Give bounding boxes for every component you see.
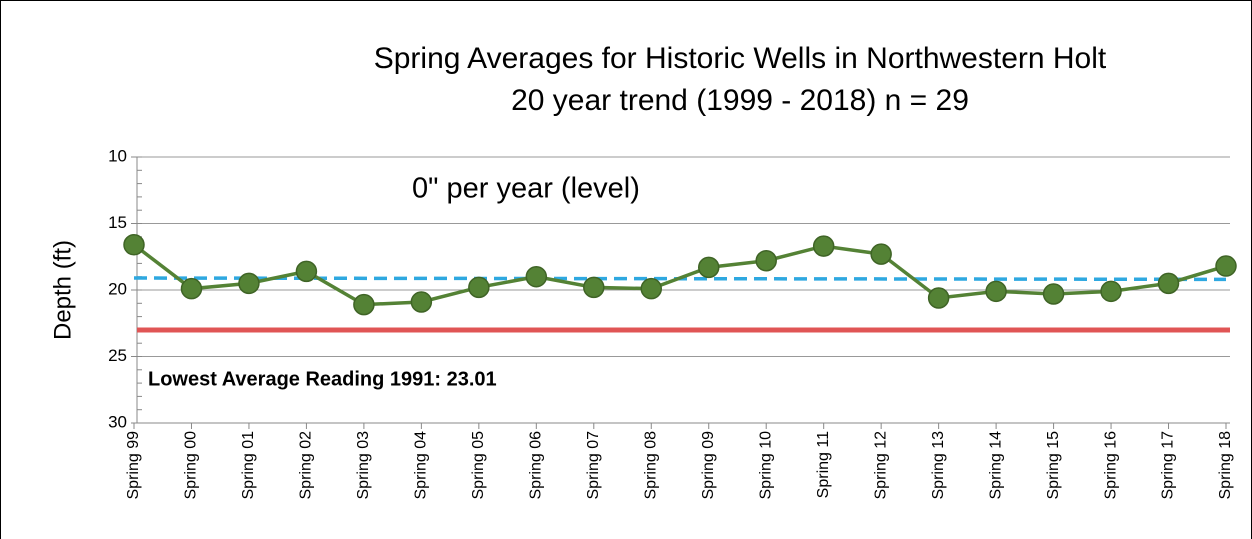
data-point bbox=[1042, 283, 1065, 305]
reference-annotation: Lowest Average Reading 1991: 23.01 bbox=[148, 368, 497, 390]
x-tick-label: Spring 15 bbox=[1045, 431, 1062, 500]
data-point bbox=[1157, 272, 1180, 295]
y-tick-label: 25 bbox=[108, 346, 127, 365]
y-axis-label: Depth (ft) bbox=[49, 240, 76, 340]
x-tick-label: Spring 18 bbox=[1217, 431, 1234, 500]
data-point bbox=[1215, 255, 1237, 277]
data-point bbox=[410, 291, 433, 313]
data-point bbox=[927, 287, 950, 309]
trend-annotation: 0" per year (level) bbox=[412, 173, 640, 205]
x-tick-label: Spring 13 bbox=[930, 431, 947, 500]
data-point bbox=[583, 276, 605, 299]
data-point bbox=[295, 260, 318, 283]
data-point bbox=[640, 277, 663, 300]
data-point bbox=[755, 249, 777, 272]
x-tick-label: Spring 99 bbox=[125, 431, 142, 500]
x-tick-label: Spring 11 bbox=[815, 431, 832, 498]
data-point bbox=[180, 277, 203, 300]
x-tick-label: Spring 17 bbox=[1160, 431, 1177, 500]
data-point bbox=[870, 243, 892, 265]
y-tick-label: 30 bbox=[108, 412, 127, 431]
x-tick-label: Spring 08 bbox=[642, 431, 659, 500]
x-tick-label: Spring 09 bbox=[700, 431, 717, 500]
data-point bbox=[697, 256, 720, 279]
data-point bbox=[353, 293, 375, 316]
x-tick-label: Spring 10 bbox=[757, 431, 774, 500]
data-point bbox=[985, 280, 1007, 303]
data-point bbox=[1100, 280, 1122, 303]
x-tick-label: Spring 03 bbox=[355, 431, 372, 500]
chart-subtitle: 20 year trend (1999 - 2018) n = 29 bbox=[511, 84, 969, 117]
x-tick-label: Spring 06 bbox=[528, 431, 545, 500]
y-tick-label: 15 bbox=[108, 213, 127, 232]
data-point bbox=[238, 272, 260, 295]
x-tick-label: Spring 07 bbox=[585, 431, 602, 500]
x-tick-label: Spring 00 bbox=[183, 431, 200, 500]
data-point bbox=[468, 276, 490, 299]
x-tick-label: Spring 05 bbox=[470, 431, 487, 500]
x-tick-label: Spring 01 bbox=[240, 431, 257, 500]
data-point bbox=[812, 235, 835, 257]
x-tick-label: Spring 12 bbox=[872, 431, 889, 500]
chart-title: Spring Averages for Historic Wells in No… bbox=[374, 42, 1107, 75]
x-tick-label: Spring 04 bbox=[413, 431, 430, 500]
x-tick-label: Spring 02 bbox=[298, 431, 315, 500]
data-point bbox=[525, 265, 548, 288]
data-point bbox=[123, 234, 145, 256]
x-tick-label: Spring 14 bbox=[987, 431, 1004, 500]
x-tick-label: Spring 16 bbox=[1102, 431, 1119, 500]
y-tick-label: 20 bbox=[108, 279, 127, 298]
y-tick-label: 10 bbox=[108, 146, 127, 165]
